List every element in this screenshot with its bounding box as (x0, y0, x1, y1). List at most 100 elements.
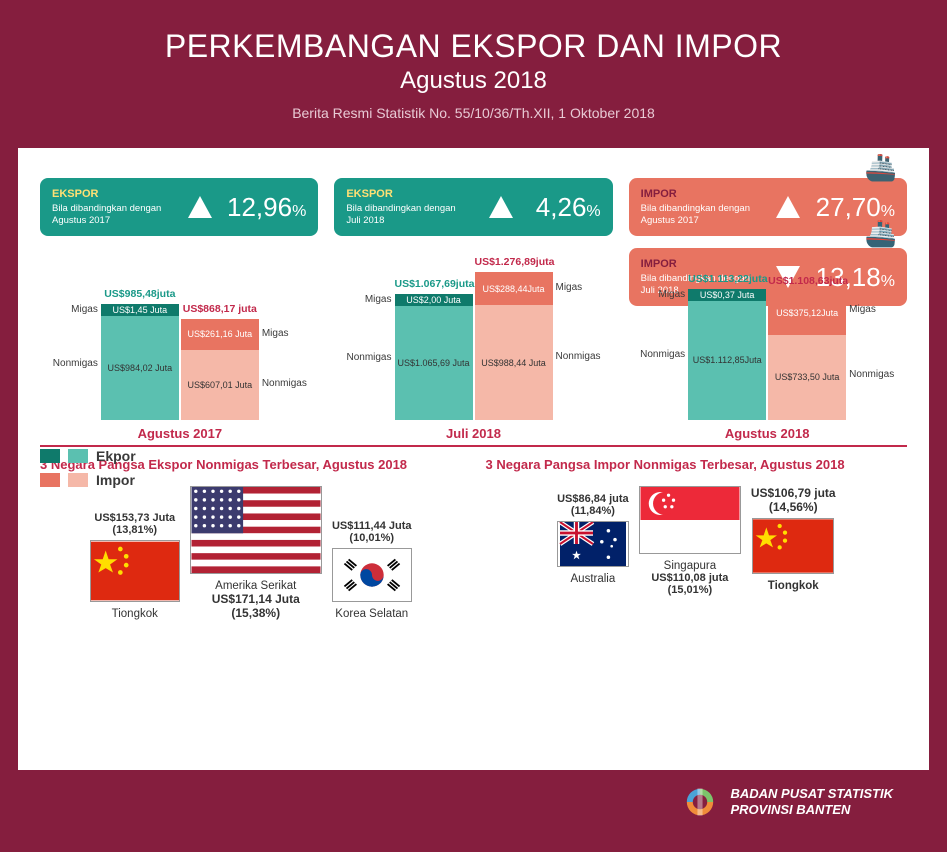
nonmigas-label: Nonmigas (259, 378, 307, 389)
month-label: Agustus 2018 (725, 426, 810, 441)
impor-countries: 3 Negara Pangsa Impor Nonmigas Terbesar,… (486, 457, 908, 620)
country-amount: US$153,73 Juta (94, 512, 175, 524)
migas-label: Migas (365, 294, 395, 305)
nonmigas-label: Nonmigas (346, 352, 394, 363)
country: SingapuraUS$110,08 juta(15,01%) (639, 482, 741, 596)
nonmigas-label: Nonmigas (553, 351, 601, 362)
australia-flag-icon (557, 521, 629, 567)
impor-nonmigas-seg: US$988,44 Juta Nonmigas (475, 305, 553, 420)
country-name: Amerika Serikat (215, 580, 296, 592)
ekspor-migas-seg: US$0,37 Juta Migas (688, 289, 766, 301)
stat-badge-ekspor-vs-jul18: EKSPORBila dibandingkan dengan Juli 2018… (334, 178, 612, 236)
header: PERKEMBANGAN EKSPOR DAN IMPOR Agustus 20… (18, 18, 929, 148)
country-name: Tiongkok (768, 580, 819, 592)
ship-icon: 🚢 (865, 152, 897, 183)
footer: BADAN PUSAT STATISTIK PROVINSI BANTEN (18, 770, 929, 834)
ekspor-total: US$1.067,69juta (395, 278, 473, 290)
korea-flag-icon (332, 548, 412, 602)
impor-nonmigas-seg: US$607,01 Juta Nonmigas (181, 350, 259, 420)
page-subtitle: Agustus 2018 (18, 67, 929, 95)
ekspor-bar: US$1.067,69juta US$2,00 Juta Migas US$1.… (395, 294, 473, 420)
ekspor-bar: US$985,48juta US$1,45 Juta Migas US$984,… (101, 304, 179, 420)
impor-total: US$1.108,63juta (768, 275, 846, 287)
singapore-flag-icon (639, 486, 741, 554)
legend-impor: Impor (40, 472, 136, 488)
impor-migas-seg: US$288,44Juta Migas (475, 272, 553, 305)
ekspor-total: US$1.113,22juta (688, 273, 766, 285)
month-label: Juli 2018 (446, 426, 501, 441)
swatch-impor-light (68, 473, 88, 487)
country-percent: (13,81%) (112, 524, 157, 536)
impor-bar: US$1.276,89juta US$288,44Juta Migas US$9… (475, 272, 553, 420)
bar-group: US$1.113,22juta US$0,37 Juta Migas US$1.… (627, 246, 907, 441)
impor-total: US$1.276,89juta (475, 256, 553, 268)
ekspor-migas-seg: US$1,45 Juta Migas (101, 304, 179, 316)
migas-label: Migas (846, 304, 876, 315)
usa-flag-icon (190, 486, 322, 574)
bar-group: US$1.067,69juta US$2,00 Juta Migas US$1.… (334, 246, 614, 441)
page-reference: Berita Resmi Statistik No. 55/10/36/Th.X… (18, 105, 929, 121)
migas-label: Migas (658, 289, 688, 300)
footer-line2: PROVINSI BANTEN (731, 802, 894, 818)
impor-nonmigas-seg: US$733,50 Juta Nonmigas (768, 335, 846, 420)
country: US$86,84 juta(11,84%) Australia (557, 493, 629, 585)
swatch-ekspor-light (68, 449, 88, 463)
ekspor-bar: US$1.113,22juta US$0,37 Juta Migas US$1.… (688, 289, 766, 420)
country: US$153,73 Juta(13,81%) Tiongkok (90, 512, 180, 620)
ekspor-nonmigas-seg: US$1.112,85Juta Nonmigas (688, 301, 766, 420)
migas-label: Migas (553, 282, 583, 293)
page-title: PERKEMBANGAN EKSPOR DAN IMPOR (18, 28, 929, 65)
china-flag-icon (90, 540, 180, 602)
arrow-up-icon (188, 196, 212, 218)
country-amount: US$110,08 juta (651, 572, 728, 584)
ship-icon: 🚢 (865, 218, 897, 249)
impor-migas-seg: US$261,16 Juta Migas (181, 319, 259, 349)
country-name: Australia (571, 573, 616, 585)
country: US$106,79 juta(14,56%) Tiongkok (751, 486, 836, 592)
migas-label: Migas (71, 304, 101, 315)
bps-logo-icon (683, 785, 717, 819)
month-label: Agustus 2017 (138, 426, 223, 441)
ekspor-nonmigas-seg: US$1.065,69 Juta Nonmigas (395, 306, 473, 420)
ekspor-total: US$985,48juta (101, 288, 179, 300)
stacked-bar-chart: US$985,48juta US$1,45 Juta Migas US$984,… (40, 246, 907, 447)
country-percent: (15,38%) (231, 606, 280, 620)
country-percent: (10,01%) (349, 532, 394, 544)
footer-line1: BADAN PUSAT STATISTIK (731, 786, 894, 802)
ekspor-nonmigas-seg: US$984,02 Juta Nonmigas (101, 316, 179, 420)
page: PERKEMBANGAN EKSPOR DAN IMPOR Agustus 20… (18, 18, 929, 834)
swatch-ekspor-dark (40, 449, 60, 463)
outer-frame: PERKEMBANGAN EKSPOR DAN IMPOR Agustus 20… (0, 0, 947, 852)
country-percent: (15,01%) (668, 584, 713, 596)
country: Amerika SerikatUS$171,14 Juta(15,38%) (190, 482, 322, 620)
country-percent: (11,84%) (571, 505, 615, 517)
nonmigas-label: Nonmigas (640, 349, 688, 360)
china-flag-icon (752, 518, 834, 574)
migas-label: Migas (259, 328, 289, 339)
bottom-countries: 3 Negara Pangsa Ekspor Nonmigas Terbesar… (40, 457, 907, 620)
country-name: Singapura (664, 560, 716, 572)
body: 🚢 EKSPORBila dibandingkan dengan Agustus… (18, 178, 929, 630)
country-percent: (14,56%) (769, 500, 818, 514)
impor-bar: US$868,17 juta US$261,16 Juta Migas US$6… (181, 319, 259, 420)
impor-total: US$868,17 juta (181, 303, 259, 315)
country-amount: US$106,79 juta (751, 486, 836, 500)
impor-migas-seg: US$375,12Juta Migas (768, 291, 846, 335)
arrow-up-icon (776, 196, 800, 218)
country-amount: US$86,84 juta (557, 493, 629, 505)
legend: Ekpor Impor (40, 448, 136, 488)
country-name: Tiongkok (112, 608, 158, 620)
ekspor-migas-seg: US$2,00 Juta Migas (395, 294, 473, 306)
stat-badge-ekspor-vs-aug17: EKSPORBila dibandingkan dengan Agustus 2… (40, 178, 318, 236)
impor-countries-title: 3 Negara Pangsa Impor Nonmigas Terbesar,… (486, 457, 908, 472)
country: US$111,44 Juta(10,01%) Korea Selatan (332, 520, 412, 620)
country-amount: US$111,44 Juta (332, 520, 412, 532)
country-name: Korea Selatan (335, 608, 408, 620)
nonmigas-label: Nonmigas (53, 358, 101, 369)
swatch-impor-dark (40, 473, 60, 487)
legend-ekspor: Ekpor (40, 448, 136, 464)
bar-group: US$985,48juta US$1,45 Juta Migas US$984,… (40, 246, 320, 441)
nonmigas-label: Nonmigas (846, 369, 894, 380)
impor-bar: US$1.108,63juta US$375,12Juta Migas US$7… (768, 291, 846, 420)
country-amount: US$171,14 Juta (212, 592, 300, 606)
